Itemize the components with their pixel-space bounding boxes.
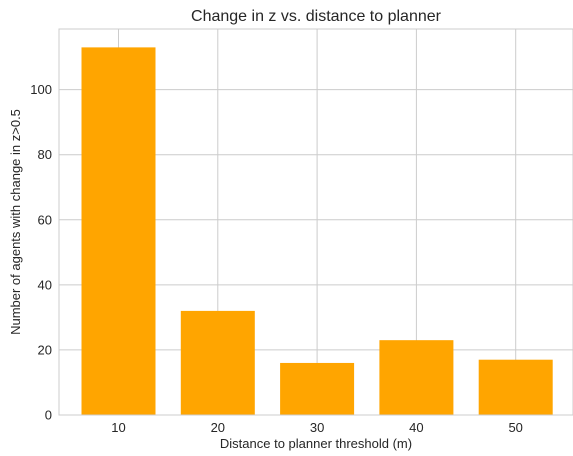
y-tick-label: 0 — [45, 408, 52, 423]
bar-20 — [180, 310, 255, 415]
x-tick-label: 10 — [111, 420, 125, 435]
y-tick-label: 100 — [30, 82, 52, 97]
x-tick-label: 30 — [310, 420, 324, 435]
y-tick-label: 40 — [38, 277, 52, 292]
bars — [81, 47, 553, 415]
x-tick-label: 40 — [409, 420, 423, 435]
y-tick-label: 60 — [38, 212, 52, 227]
bar-10 — [81, 47, 156, 415]
y-tick-label: 80 — [38, 147, 52, 162]
bar-30 — [280, 362, 355, 415]
y-axis-label: Number of agents with change in z>0.5 — [8, 109, 23, 335]
x-tick-labels: 10 20 30 40 50 — [111, 420, 523, 435]
x-tick-label: 20 — [211, 420, 225, 435]
x-tick-label: 50 — [508, 420, 522, 435]
x-axis-label: Distance to planner threshold (m) — [220, 436, 412, 451]
y-tick-label: 20 — [38, 342, 52, 357]
bar-40 — [379, 340, 454, 415]
y-tick-labels: 0 20 40 60 80 100 — [30, 82, 52, 422]
plot-frame — [58, 28, 573, 416]
chart-title: Change in z vs. distance to planner — [191, 8, 442, 25]
bar-50 — [478, 359, 553, 415]
